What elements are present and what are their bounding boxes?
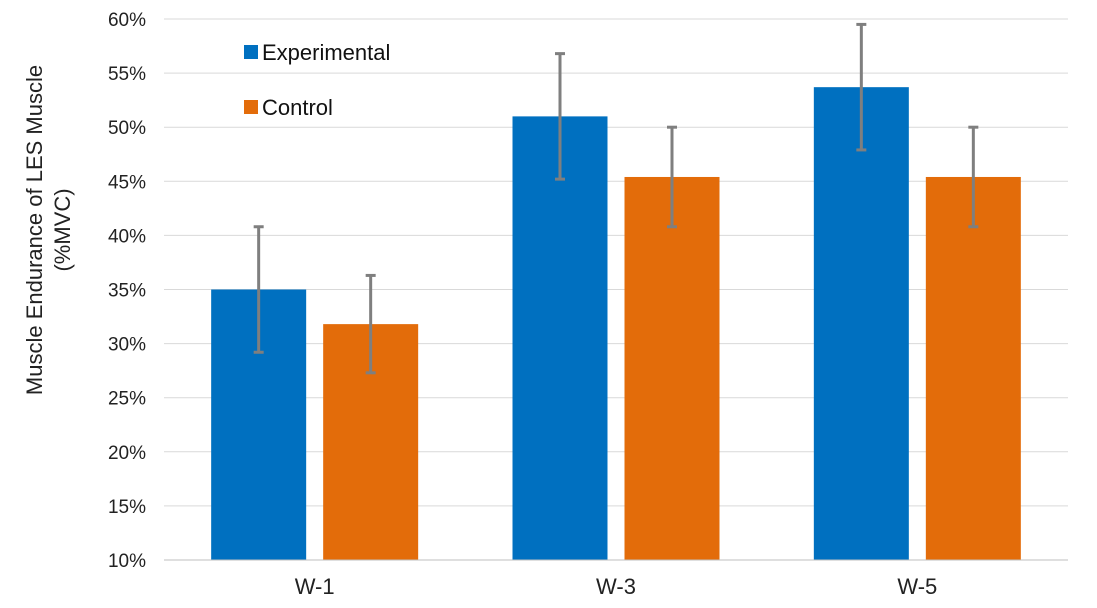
x-axis-ticks: W-1 W-3 W-5	[295, 574, 938, 599]
bar-experimental-w-3	[512, 116, 608, 560]
legend-label: Experimental	[262, 40, 390, 65]
legend-swatch	[244, 100, 258, 114]
y-tick-label: 10%	[108, 551, 146, 572]
gridlines	[164, 18, 1068, 507]
y-tick-label: 15%	[108, 497, 146, 518]
error-bar	[365, 273, 376, 375]
y-axis-title-line-2: (%MVC)	[50, 188, 75, 271]
bar-control-w-3	[624, 176, 720, 561]
error-bars	[253, 22, 979, 375]
error-bar	[968, 125, 979, 229]
y-tick-label: 45%	[108, 172, 146, 193]
legend-swatch	[244, 45, 258, 59]
y-axis-ticks: 10% 15% 20% 25% 30% 35% 40% 45% 50% 55% 60%	[108, 10, 146, 572]
y-tick-label: 20%	[108, 443, 146, 464]
error-bar	[667, 125, 677, 229]
error-bar	[555, 52, 565, 181]
y-tick-label: 30%	[108, 335, 146, 356]
y-axis-title-line-1: Muscle Endurance of LES Muscle	[22, 65, 47, 395]
x-tick-label: W-3	[596, 574, 636, 599]
y-tick-label: 50%	[108, 118, 146, 139]
error-bar	[856, 22, 867, 152]
error-bar	[253, 225, 264, 354]
x-tick-label: W-5	[897, 574, 937, 599]
y-tick-label: 25%	[108, 389, 146, 410]
y-tick-label: 40%	[108, 226, 146, 247]
x-tick-label: W-1	[295, 574, 335, 599]
y-axis-title: Muscle Endurance of LES Muscle (%MVC)	[22, 65, 75, 395]
y-tick-label: 55%	[108, 64, 146, 85]
bar-control-w-5	[925, 176, 1021, 561]
y-tick-label: 35%	[108, 281, 146, 302]
legend-label: Control	[262, 95, 333, 120]
bar-experimental-w-5	[813, 87, 909, 560]
y-tick-label: 60%	[108, 10, 146, 31]
bars	[211, 87, 1021, 561]
legend: Experimental Control	[244, 40, 390, 120]
